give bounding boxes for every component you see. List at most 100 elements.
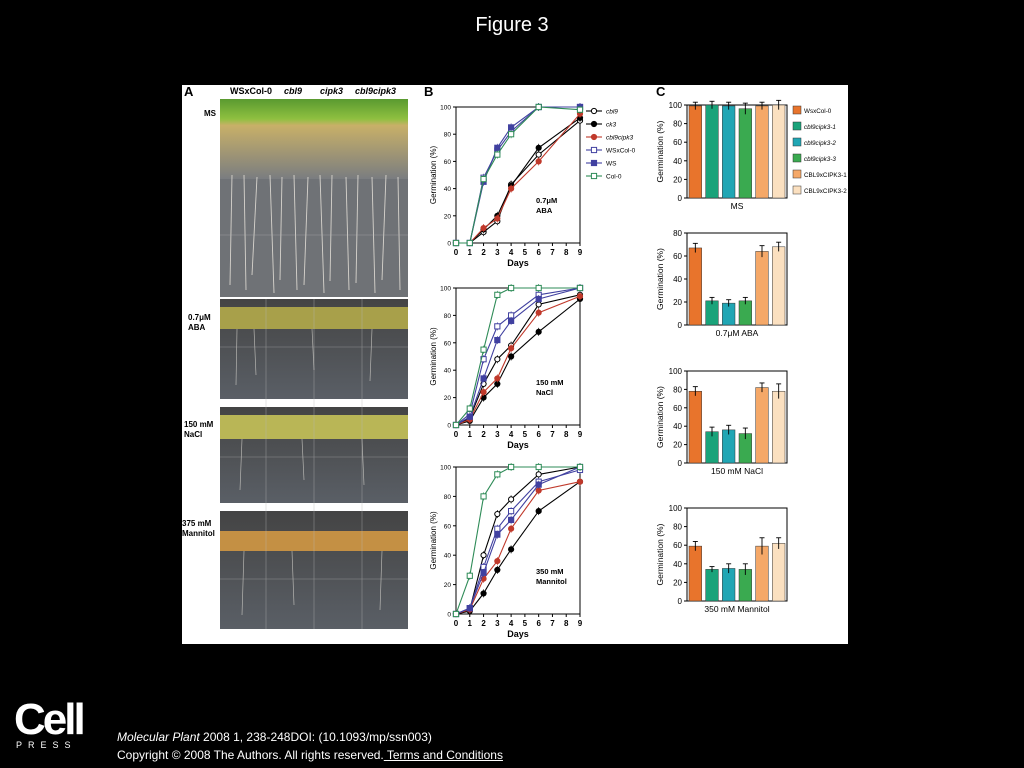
logo-subtitle: PRESS	[16, 740, 77, 750]
y-tick-label: 80	[444, 494, 452, 501]
data-point	[535, 463, 542, 471]
x-axis-label: 350 mM Mannitol	[704, 604, 769, 614]
legend-entry: cbl9cipk3-2	[804, 140, 836, 147]
x-axis-label: Days	[507, 440, 529, 450]
y-tick-label: 20	[673, 298, 682, 307]
y-axis-label: Germination (%)	[655, 120, 665, 182]
x-tick-label: 4	[509, 248, 514, 257]
y-tick-label: 100	[440, 286, 451, 293]
genotype-label: WSxCol-0	[230, 86, 273, 96]
bar-cbl9cipk3-3	[738, 300, 752, 326]
legend-entry: cbl9cipk3-1	[804, 124, 836, 131]
data-point	[466, 413, 473, 420]
x-tick-label: 9	[578, 248, 583, 257]
bar-WsxCol-0	[688, 390, 702, 464]
terms-link[interactable]: Terms and Conditions	[383, 748, 503, 762]
genotype-label: cbl9cipk3	[355, 86, 397, 96]
plot-frame	[686, 370, 788, 464]
y-tick-label: 0	[678, 597, 683, 606]
panel-a-letter: A	[184, 84, 194, 99]
data-point	[494, 566, 501, 573]
annotation-line: 0.7μM	[536, 196, 557, 205]
legend-entry: CBL9xCIPK3-2	[804, 188, 847, 195]
x-tick-label: 9	[578, 619, 583, 628]
y-tick-label: 80	[673, 120, 682, 129]
footer: Molecular Plant 2008 1, 238-248DOI: (10.…	[117, 728, 503, 764]
x-tick-label: 2	[481, 248, 486, 257]
condition-annotation: 350 mM Mannitol	[536, 567, 567, 586]
series-line-WS	[455, 287, 581, 426]
data-point	[480, 389, 487, 396]
data-point	[452, 421, 460, 429]
y-tick-label: 80	[673, 523, 682, 532]
data-point	[535, 487, 542, 494]
data-point	[535, 508, 542, 515]
x-tick-label: 8	[564, 619, 569, 628]
y-tick-label: 40	[444, 368, 452, 375]
data-point	[508, 345, 515, 352]
bar-CBL9xCIPK3-2	[772, 246, 786, 326]
data-point	[590, 133, 598, 141]
plot-frame	[686, 104, 788, 199]
y-tick-label: 40	[444, 553, 452, 560]
legend-entry: cbl9cipk3-3	[804, 156, 836, 163]
x-tick-label: 1	[468, 248, 473, 257]
bar-CBL9xCIPK3-2	[772, 390, 786, 464]
y-tick-label: 40	[673, 422, 682, 431]
y-axis-label: Germination (%)	[655, 248, 665, 310]
y-tick-label: 0	[447, 241, 451, 248]
x-tick-label: 1	[468, 430, 473, 439]
x-tick-label: 5	[523, 430, 528, 439]
x-tick-label: 5	[523, 619, 528, 628]
annotation-line: NaCl	[536, 388, 553, 397]
y-axis-label: Germination (%)	[655, 386, 665, 448]
condition-annotation: 150 mM NaCl	[536, 378, 564, 397]
legend-swatch	[792, 121, 802, 131]
data-point	[480, 552, 487, 559]
data-point	[508, 353, 515, 360]
copyright: Copyright © 2008 The Authors. All rights…	[117, 748, 384, 762]
bar-chart-C3: 0 20 40 60 80 100 Germination (%) 150 mM NaCl	[655, 367, 788, 476]
data-point	[508, 284, 515, 292]
x-tick-label: 6	[536, 430, 541, 439]
legend-entry: ck3	[606, 122, 617, 129]
y-tick-label: 100	[669, 504, 683, 513]
annotation-line: 350 mM	[536, 567, 564, 576]
x-axis-label: 150 mM NaCl	[711, 466, 763, 476]
bar-CBL9xCIPK3-1	[755, 387, 769, 464]
slide-title: Figure 3	[475, 14, 549, 36]
bar-cbl9cipk3-2	[722, 568, 736, 602]
y-tick-label: 40	[673, 560, 682, 569]
y-tick-label: 20	[444, 395, 452, 402]
y-tick-label: 0	[678, 459, 683, 468]
seedling-photo	[220, 99, 408, 629]
y-tick-label: 80	[444, 313, 452, 320]
legend-entry: cbl9cipk3	[606, 135, 633, 142]
condition-annotation: 0.7μM ABA	[536, 196, 557, 215]
data-point	[494, 336, 501, 344]
bar-cbl9cipk3-1	[705, 431, 719, 464]
genotype-label: cipk3	[320, 86, 344, 96]
bar-WsxCol-0	[688, 105, 702, 199]
series-line-WSxCol-0	[455, 469, 581, 615]
plot-frame	[686, 232, 788, 326]
data-point	[466, 405, 473, 412]
data-point	[535, 144, 542, 151]
legend-swatch	[792, 185, 802, 195]
series-line-Col-0	[456, 106, 581, 244]
y-tick-label: 80	[673, 385, 682, 394]
data-point	[494, 510, 501, 518]
series-line-ck3	[456, 117, 581, 244]
data-point	[535, 158, 542, 165]
data-point	[494, 375, 501, 382]
legend-entry: Col-0	[606, 174, 622, 181]
data-point	[508, 496, 515, 503]
row-label: 375 mM Mannitol	[182, 519, 215, 538]
row-label: 0.7μM ABA	[188, 313, 211, 332]
y-tick-label: 20	[673, 441, 682, 450]
row-label: MS	[204, 109, 216, 118]
